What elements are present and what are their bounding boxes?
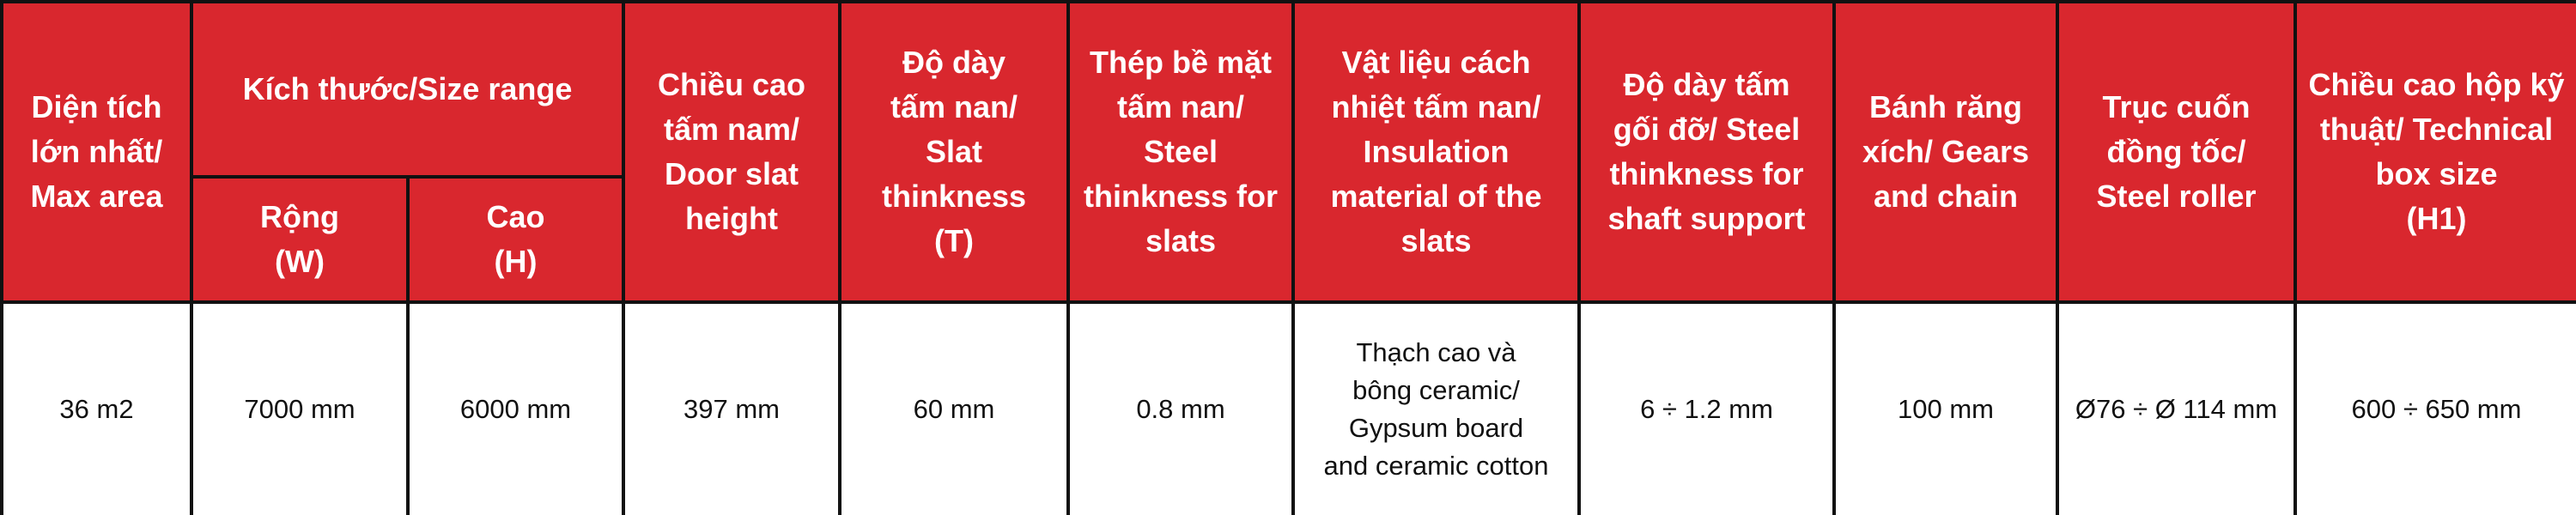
header-max-area: Diện tích lớn nhất/ Max area [0,0,193,304]
header-shaft-support: Độ dày tấm gối đỡ/ Steel thinkness for s… [1577,0,1836,304]
cell-insulation: Thạch cao và bông ceramic/ Gypsum board … [1291,300,1581,515]
header-width: Rộng (W) [190,175,410,304]
header-roller: Trục cuốn đồng tốc/ Steel roller [2056,0,2297,304]
cell-slat-thickness: 60 mm [838,300,1070,515]
cell-shaft-support: 6 ÷ 1.2 mm [1577,300,1836,515]
header-size-range: Kích thước/Size range [190,0,625,179]
header-slat-thickness: Độ dày tấm nan/ Slat thinkness (T) [838,0,1070,304]
cell-slat-height: 397 mm [622,300,841,515]
header-gears: Bánh răng xích/ Gears and chain [1832,0,2059,304]
header-slat-height: Chiều cao tấm nam/ Door slat height [622,0,841,304]
cell-max-area: 36 m2 [0,300,193,515]
cell-gears: 100 mm [1832,300,2059,515]
header-slat-steel: Thép bề mặt tấm nan/ Steel thinkness for… [1066,0,1295,304]
cell-roller: Ø76 ÷ Ø 114 mm [2056,300,2297,515]
subheader-row: Rộng (W) Cao (H) [2,175,2576,304]
cell-height: 6000 mm [406,300,625,515]
header-row: Diện tích lớn nhất/ Max area Kích thước/… [0,0,2576,304]
cell-slat-steel: 0.8 mm [1066,300,1295,515]
header-insulation: Vật liệu cách nhiệt tấm nan/ Insulation … [1291,0,1581,304]
header-box-size: Chiều cao hộp kỹ thuật/ Technical box si… [2293,0,2576,304]
cell-box-size: 600 ÷ 650 mm [2293,300,2576,515]
table-row: 36 m2 7000 mm 6000 mm 397 mm 60 mm 0.8 m… [0,300,2576,515]
header-height: Cao (H) [406,175,625,304]
cell-width: 7000 mm [190,300,410,515]
